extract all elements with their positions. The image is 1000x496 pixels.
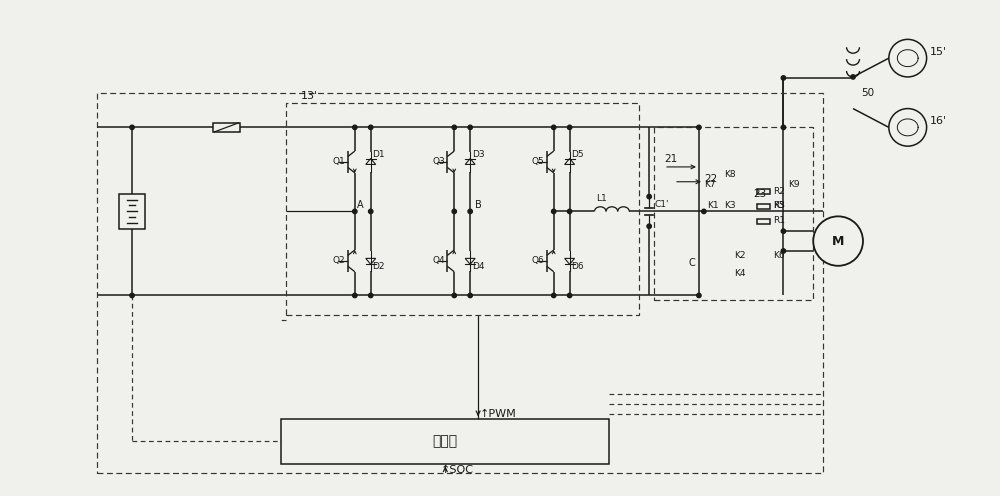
- Text: K5: K5: [773, 201, 785, 210]
- Circle shape: [567, 125, 572, 129]
- Text: K1: K1: [707, 201, 718, 210]
- Bar: [654, 127, 813, 301]
- Bar: [281, 419, 609, 464]
- Circle shape: [452, 293, 456, 298]
- Text: Q3: Q3: [432, 157, 445, 167]
- Bar: [97, 93, 823, 474]
- Text: K3: K3: [724, 201, 735, 210]
- Text: R2: R2: [773, 186, 785, 195]
- Text: D5: D5: [571, 149, 584, 159]
- Circle shape: [369, 293, 373, 298]
- Text: Q5: Q5: [532, 157, 545, 167]
- Circle shape: [647, 194, 651, 199]
- Bar: [286, 103, 639, 315]
- Text: K7: K7: [704, 180, 715, 188]
- Text: K8: K8: [724, 170, 735, 179]
- Circle shape: [567, 209, 572, 214]
- Text: ↑SOC: ↑SOC: [440, 465, 473, 476]
- Text: 50: 50: [861, 88, 874, 98]
- Text: Q4: Q4: [432, 256, 445, 265]
- Circle shape: [781, 229, 786, 233]
- Text: K9: K9: [788, 180, 800, 188]
- Text: 16': 16': [930, 117, 947, 126]
- Text: ↑PWM: ↑PWM: [480, 409, 517, 419]
- Circle shape: [369, 209, 373, 214]
- Circle shape: [552, 209, 556, 214]
- Text: K6: K6: [773, 251, 785, 260]
- Bar: [757, 219, 770, 224]
- Circle shape: [552, 293, 556, 298]
- Text: 22: 22: [704, 174, 717, 184]
- Circle shape: [813, 216, 863, 266]
- Circle shape: [781, 76, 786, 80]
- Text: 13': 13': [301, 91, 318, 101]
- Text: D2: D2: [372, 262, 385, 271]
- Text: D1: D1: [372, 149, 385, 159]
- Text: 23: 23: [754, 188, 767, 198]
- Text: Q2: Q2: [333, 256, 346, 265]
- Circle shape: [468, 125, 472, 129]
- Text: C: C: [689, 258, 696, 268]
- Text: Q6: Q6: [532, 256, 545, 265]
- Circle shape: [468, 293, 472, 298]
- Text: L1: L1: [596, 193, 607, 202]
- Circle shape: [452, 125, 456, 129]
- Text: K4: K4: [734, 269, 745, 278]
- Circle shape: [851, 75, 855, 79]
- Circle shape: [130, 293, 134, 298]
- Text: D3: D3: [472, 149, 484, 159]
- Circle shape: [781, 249, 786, 253]
- Bar: [757, 189, 770, 194]
- Circle shape: [130, 125, 134, 129]
- Circle shape: [468, 209, 472, 214]
- Text: 控制器: 控制器: [433, 434, 458, 448]
- Text: A: A: [357, 200, 363, 210]
- Text: D4: D4: [472, 262, 484, 271]
- Text: 15': 15': [930, 47, 947, 57]
- Text: K2: K2: [734, 251, 745, 260]
- Circle shape: [353, 293, 357, 298]
- Text: M: M: [832, 235, 844, 248]
- Text: R1: R1: [773, 216, 785, 225]
- Circle shape: [697, 125, 701, 129]
- Circle shape: [369, 125, 373, 129]
- Text: B: B: [475, 200, 482, 210]
- Circle shape: [647, 224, 651, 229]
- Bar: [119, 193, 145, 229]
- Text: Q1: Q1: [333, 157, 346, 167]
- Circle shape: [452, 209, 456, 214]
- Circle shape: [697, 293, 701, 298]
- Circle shape: [567, 293, 572, 298]
- Circle shape: [781, 125, 786, 129]
- Circle shape: [353, 209, 357, 214]
- Circle shape: [353, 125, 357, 129]
- Bar: [757, 204, 770, 209]
- Text: 21: 21: [664, 154, 677, 164]
- Text: C1': C1': [654, 200, 669, 209]
- Bar: [213, 123, 240, 132]
- Circle shape: [552, 125, 556, 129]
- Circle shape: [702, 209, 706, 214]
- Text: D6: D6: [571, 262, 584, 271]
- Text: R3: R3: [773, 201, 785, 210]
